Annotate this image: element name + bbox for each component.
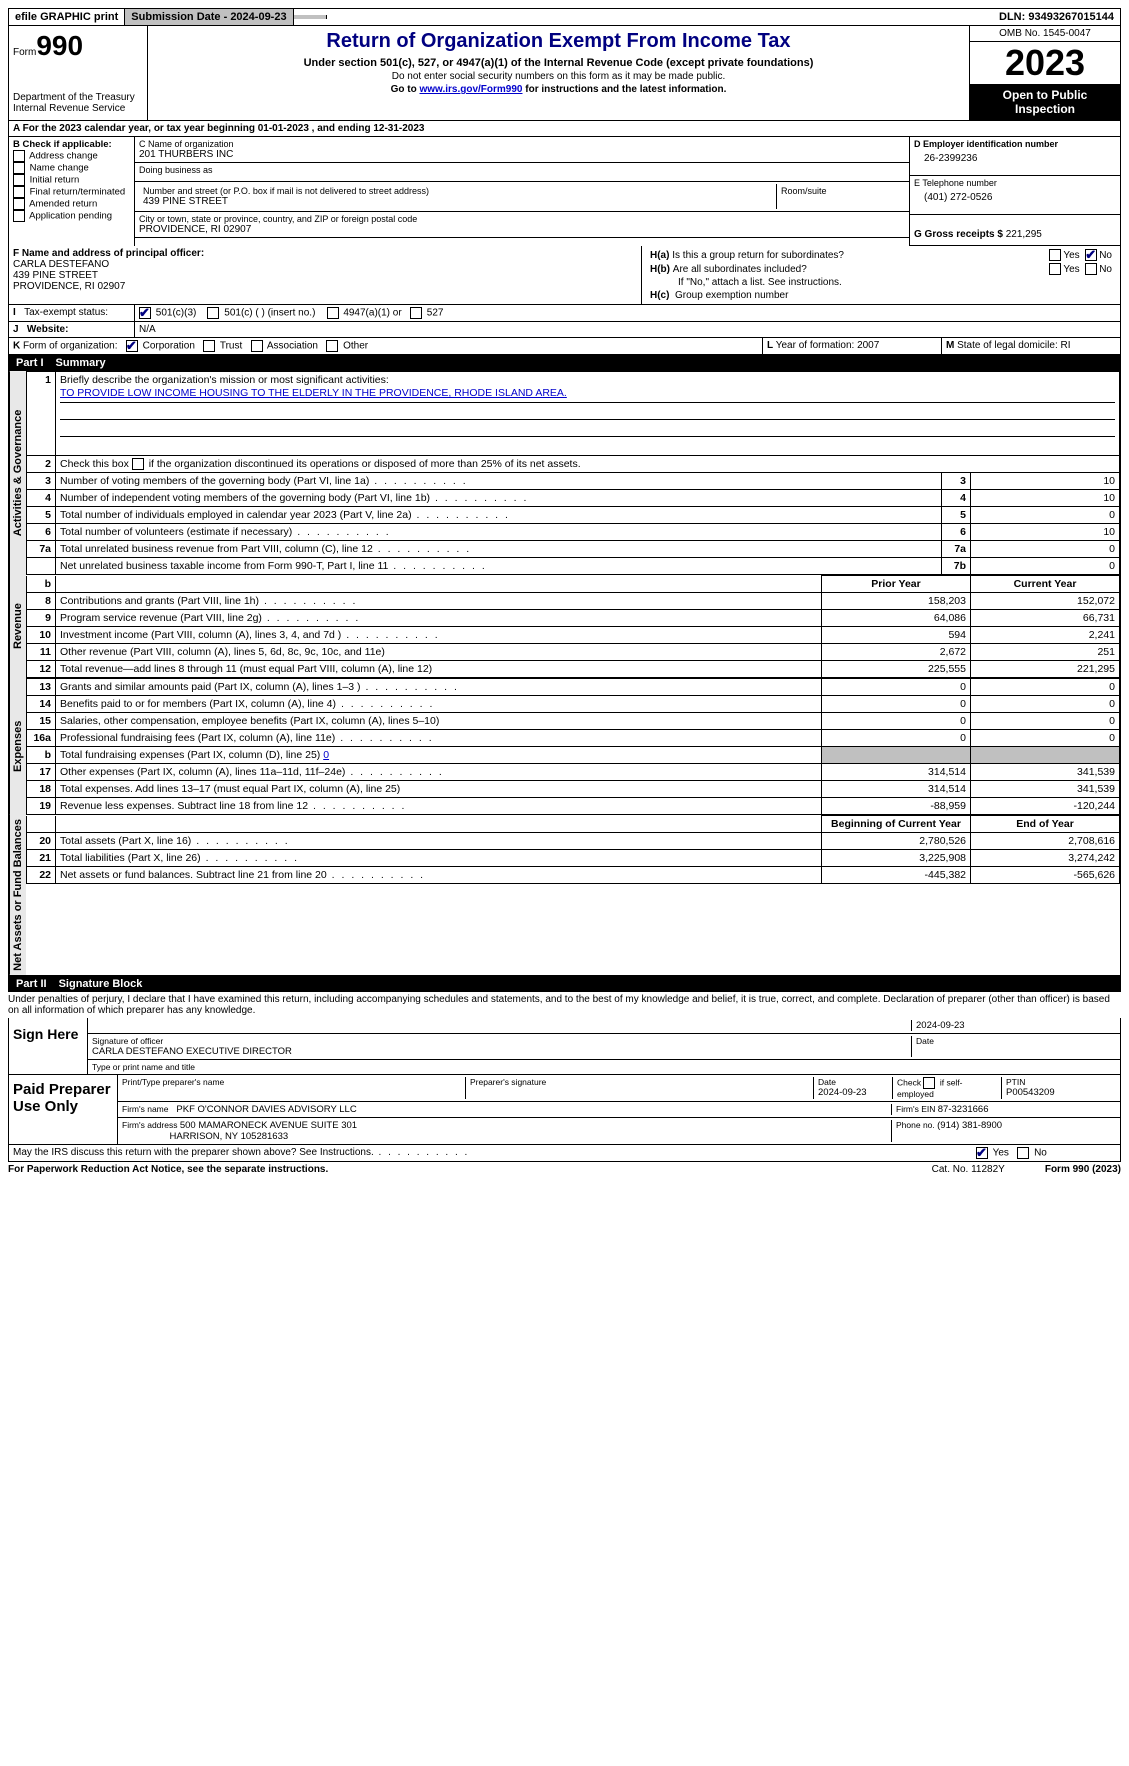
- paid-preparer-block: Paid Preparer Use Only Print/Type prepar…: [8, 1075, 1121, 1145]
- row-f-h: F Name and address of principal officer:…: [8, 246, 1121, 305]
- info-grid: B Check if applicable: Address change Na…: [8, 137, 1121, 246]
- subtitle-2: Do not enter social security numbers on …: [152, 71, 965, 82]
- summary-revenue: bPrior YearCurrent Year 8Contributions a…: [26, 575, 1120, 678]
- org-name-box: C Name of organization 201 THURBERS INC: [135, 137, 909, 163]
- cb-discontinued[interactable]: [132, 458, 144, 470]
- header-left: Form990 Department of the Treasury Inter…: [9, 26, 148, 120]
- checkbox-final-return[interactable]: [13, 186, 25, 198]
- checkbox-pending[interactable]: [13, 210, 25, 222]
- cb-assoc[interactable]: [251, 340, 263, 352]
- sign-here-label: Sign Here: [9, 1018, 88, 1074]
- cb-trust[interactable]: [203, 340, 215, 352]
- row-klm: K Form of organization: Corporation Trus…: [8, 338, 1121, 355]
- side-expenses: Expenses: [9, 678, 26, 815]
- summary-netassets: Beginning of Current YearEnd of Year 20T…: [26, 815, 1120, 884]
- cb-501c[interactable]: [207, 307, 219, 319]
- line-a: A For the 2023 calendar year, or tax yea…: [8, 121, 1121, 137]
- city: PROVIDENCE, RI 02907: [139, 224, 905, 235]
- hb-yes[interactable]: [1049, 263, 1061, 275]
- cb-corp[interactable]: [126, 340, 138, 352]
- expenses-wrap: Expenses 13Grants and similar amounts pa…: [8, 678, 1121, 815]
- hb-no[interactable]: [1085, 263, 1097, 275]
- form-number: 990: [36, 30, 83, 61]
- spacer: [294, 15, 327, 19]
- discuss-no[interactable]: [1017, 1147, 1029, 1159]
- col-b: B Check if applicable: Address change Na…: [9, 137, 135, 246]
- checkbox-name-change[interactable]: [13, 162, 25, 174]
- cb-501c3[interactable]: [139, 307, 151, 319]
- cb-other[interactable]: [326, 340, 338, 352]
- mission: TO PROVIDE LOW INCOME HOUSING TO THE ELD…: [60, 386, 1115, 403]
- ha-no[interactable]: [1085, 249, 1097, 261]
- ha-yes[interactable]: [1049, 249, 1061, 261]
- row-i: I Tax-exempt status: 501(c)(3) 501(c) ( …: [8, 305, 1121, 322]
- dba-box: Doing business as: [135, 163, 909, 182]
- col-b-header: B Check if applicable:: [13, 139, 130, 150]
- form-label: Form: [13, 47, 36, 58]
- irs-link[interactable]: www.irs.gov/Form990: [419, 84, 522, 95]
- tel-box: E Telephone number (401) 272-0526: [910, 176, 1120, 215]
- col-c: C Name of organization 201 THURBERS INC …: [135, 137, 909, 246]
- discuss-row: May the IRS discuss this return with the…: [8, 1145, 1121, 1162]
- efile-label[interactable]: efile GRAPHIC print: [9, 9, 125, 25]
- netassets-wrap: Net Assets or Fund Balances Beginning of…: [8, 815, 1121, 976]
- checkbox-address-change[interactable]: [13, 150, 25, 162]
- open-to-public: Open to Public Inspection: [970, 84, 1120, 120]
- city-box: City or town, state or province, country…: [135, 212, 909, 238]
- tax-year: 2023: [970, 42, 1120, 84]
- side-revenue: Revenue: [9, 575, 26, 678]
- street-box: Number and street (or P.O. box if mail i…: [135, 182, 909, 212]
- top-bar: efile GRAPHIC print Submission Date - 20…: [8, 8, 1121, 26]
- street: 439 PINE STREET: [143, 196, 772, 207]
- revenue-wrap: Revenue bPrior YearCurrent Year 8Contrib…: [8, 575, 1121, 678]
- col-d: D Employer identification number 26-2399…: [909, 137, 1120, 246]
- header-right: OMB No. 1545-0047 2023 Open to Public In…: [969, 26, 1120, 120]
- checkbox-amended[interactable]: [13, 198, 25, 210]
- subtitle-3: Go to www.irs.gov/Form990 for instructio…: [152, 84, 965, 95]
- page-footer: For Paperwork Reduction Act Notice, see …: [8, 1162, 1121, 1175]
- checkbox-initial-return[interactable]: [13, 174, 25, 186]
- discuss-yes[interactable]: [976, 1147, 988, 1159]
- dept-label: Department of the Treasury Internal Reve…: [13, 92, 143, 114]
- form-title: Return of Organization Exempt From Incom…: [152, 30, 965, 53]
- signature-block: Sign Here 2024-09-23 Signature of office…: [8, 1018, 1121, 1075]
- paid-preparer-label: Paid Preparer Use Only: [9, 1075, 118, 1144]
- header-center: Return of Organization Exempt From Incom…: [148, 26, 969, 120]
- gross-box: G Gross receipts $ 221,295: [910, 215, 1120, 246]
- col-f: F Name and address of principal officer:…: [9, 246, 642, 304]
- side-netassets: Net Assets or Fund Balances: [9, 815, 26, 975]
- summary-governance: 1 Briefly describe the organization's mi…: [26, 371, 1120, 575]
- website: N/A: [135, 322, 160, 337]
- summary-wrap: Activities & Governance 1 Briefly descri…: [8, 371, 1121, 575]
- org-name: 201 THURBERS INC: [139, 149, 905, 160]
- part2-header: Part II Signature Block: [8, 976, 1121, 992]
- side-governance: Activities & Governance: [9, 371, 26, 575]
- ein: 26-2399236: [914, 149, 1116, 164]
- summary-expenses: 13Grants and similar amounts paid (Part …: [26, 678, 1120, 815]
- declaration: Under penalties of perjury, I declare th…: [8, 992, 1121, 1018]
- omb-number: OMB No. 1545-0047: [970, 26, 1120, 42]
- submission-date: Submission Date - 2024-09-23: [125, 9, 293, 25]
- dln: DLN: 93493267015144: [993, 9, 1120, 25]
- form-header: Form990 Department of the Treasury Inter…: [8, 26, 1121, 121]
- ein-box: D Employer identification number 26-2399…: [910, 137, 1120, 176]
- gross-receipts: 221,295: [1006, 229, 1042, 240]
- cb-self-employed[interactable]: [923, 1077, 935, 1089]
- cb-4947[interactable]: [327, 307, 339, 319]
- telephone: (401) 272-0526: [914, 188, 1116, 203]
- col-h: H(a) Is this a group return for subordin…: [642, 246, 1120, 304]
- cb-527[interactable]: [410, 307, 422, 319]
- subtitle-1: Under section 501(c), 527, or 4947(a)(1)…: [152, 57, 965, 69]
- part1-header: Part I Summary: [8, 355, 1121, 371]
- row-j: J Website: N/A: [8, 322, 1121, 338]
